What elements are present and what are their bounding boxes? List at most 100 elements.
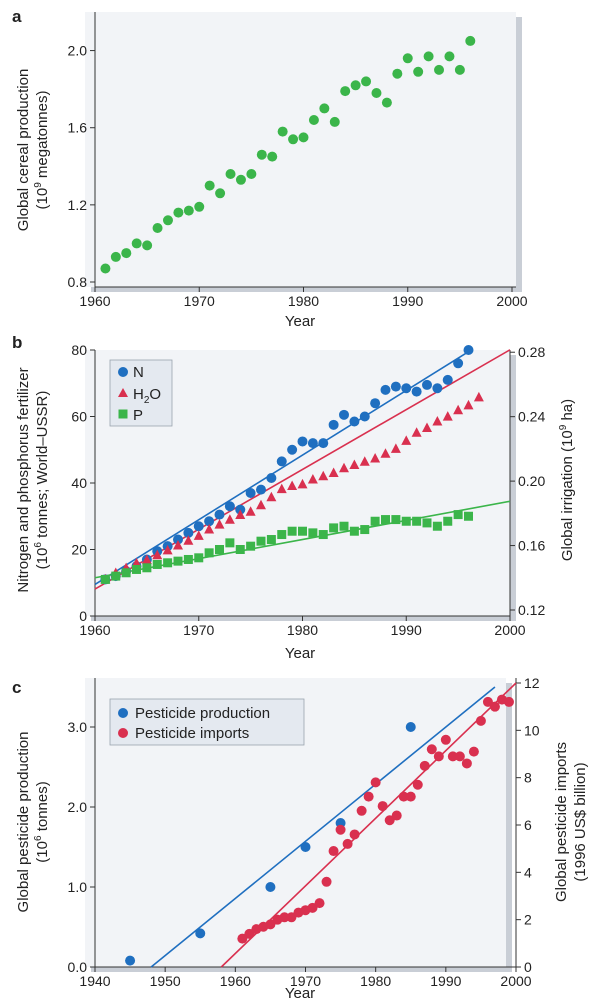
- nitrogen-point: [432, 383, 443, 394]
- panel-b-x-tick-label: 1970: [183, 622, 214, 638]
- cereal-point: [204, 180, 215, 191]
- cereal-point: [142, 240, 153, 251]
- panel-c-x-ticks: 1940 1950 1960 1970 1980 1990 2000: [79, 967, 532, 989]
- irrigation-point: [473, 391, 484, 402]
- cereal-point: [444, 51, 455, 62]
- cereal-point: [194, 201, 205, 212]
- legend-marker-p: [118, 409, 128, 419]
- panel-b-x-tick-label: 1960: [79, 622, 110, 638]
- phosphorus-point: [370, 516, 380, 526]
- cereal-point: [256, 149, 267, 160]
- panel-b-y-left-tick-label: 0: [79, 608, 87, 624]
- irrigation-point: [204, 523, 215, 534]
- cereal-point: [308, 115, 319, 125]
- nitrogen-point: [411, 386, 422, 397]
- panel-a-y-tick-label: 1.6: [68, 120, 88, 136]
- imports-point: [440, 734, 451, 745]
- irrigation-point: [193, 530, 204, 540]
- cereal-point: [288, 134, 299, 145]
- cereal-point: [340, 86, 351, 97]
- panel-b-y-left-tick-label: 40: [71, 475, 87, 491]
- nitrogen-point: [349, 416, 360, 427]
- legend-label-h2o: H2O: [133, 386, 161, 406]
- cereal-point: [267, 151, 278, 162]
- panel-c-x-tick-label: 1950: [150, 973, 181, 989]
- cereal-point: [162, 215, 173, 226]
- phosphorus-point: [194, 553, 204, 563]
- irrigation-point: [339, 462, 349, 473]
- panel-c-y-right-tick-label: 10: [524, 722, 540, 738]
- irrigation-point: [349, 459, 360, 469]
- panel-b-x-ticks: 1960 1970 1980 1990 2000: [79, 616, 526, 638]
- imports-point: [370, 777, 381, 788]
- phosphorus-point: [246, 541, 256, 551]
- panel-c-x-tick-label: 1940: [79, 973, 110, 989]
- irrigation-point: [152, 549, 163, 560]
- cereal-point: [319, 103, 330, 114]
- phosphorus-point: [100, 574, 110, 584]
- panel-b-y-left-tick-label: 80: [71, 342, 87, 358]
- panel-c-points: [125, 694, 514, 966]
- imports-point: [475, 715, 486, 726]
- panel-a-plot-area: [85, 12, 516, 287]
- irrigation-point: [141, 554, 152, 565]
- phosphorus-point: [464, 511, 473, 521]
- imports-point: [391, 810, 402, 821]
- panel-a-y-tick-label: 0.8: [68, 274, 88, 290]
- imports-point: [447, 751, 458, 762]
- panel-a-x-tick-label: 1980: [288, 293, 319, 309]
- irrigation-point: [224, 514, 235, 524]
- phosphorus-point: [277, 530, 287, 540]
- cereal-point: [329, 116, 340, 127]
- irrigation-point: [463, 399, 474, 410]
- legend-marker-imports: [118, 728, 128, 738]
- production-point: [300, 842, 311, 852]
- irrigation-point: [328, 467, 339, 478]
- cereal-point: [423, 51, 434, 62]
- panel-c-x-tick-label: 1980: [360, 973, 391, 989]
- production-point: [195, 928, 206, 939]
- imports-point: [405, 791, 416, 802]
- imports-point: [433, 751, 444, 762]
- cereal-point: [392, 68, 403, 79]
- irrigation-point: [245, 506, 256, 516]
- legend-label-h2o-end: O: [149, 386, 161, 403]
- irrigation-point: [370, 453, 381, 463]
- irrigation-point: [318, 470, 329, 481]
- phosphorus-point: [132, 564, 141, 574]
- nitrogen-point: [245, 487, 256, 498]
- panel-a-y-label-sup: 9: [33, 182, 44, 188]
- cereal-point: [371, 88, 382, 98]
- imports-point: [279, 912, 290, 923]
- legend-label-h2o-sub: 2: [144, 395, 150, 406]
- panel-c-x-tick-label: 1990: [430, 973, 461, 989]
- panel-b-y-left-label-1: Nitrogen and phosphorus fertilizer: [15, 367, 32, 592]
- phosphorus-point: [329, 523, 339, 533]
- cereal-point: [100, 263, 111, 274]
- irrigation-point: [359, 456, 370, 466]
- irrigation-point: [276, 483, 287, 494]
- cereal-point: [434, 64, 445, 75]
- panel-b-y-left-label-line2-end: tonnes; World–USSR): [34, 391, 51, 542]
- irrigation-point: [287, 480, 298, 490]
- cereal-point: [173, 207, 184, 218]
- panel-a-y-label-line2-end: megatonnes): [34, 91, 51, 183]
- panel-c-y-right-tick-label: 0: [524, 959, 532, 975]
- panel-b-y-right-tick-label: 0.28: [518, 344, 545, 360]
- panel-c-y-right-tick-label: 2: [524, 912, 532, 928]
- panel-c-legend-box: [109, 698, 305, 746]
- irrigation-point: [380, 448, 391, 458]
- imports-point: [335, 824, 346, 835]
- imports-point: [314, 898, 325, 909]
- production-point: [265, 882, 276, 892]
- panel-a-y-label-2: (109 megatonnes): [33, 91, 51, 210]
- panel-a-y-label-line2: (10: [34, 188, 51, 210]
- cereal-point: [121, 248, 132, 259]
- nitrogen-point: [359, 411, 370, 422]
- panel-c-y-left-label-sup: 6: [33, 835, 44, 841]
- imports-point: [426, 744, 437, 755]
- irrigation-point: [411, 427, 422, 437]
- cereal-point: [183, 205, 194, 216]
- imports-point: [377, 801, 388, 812]
